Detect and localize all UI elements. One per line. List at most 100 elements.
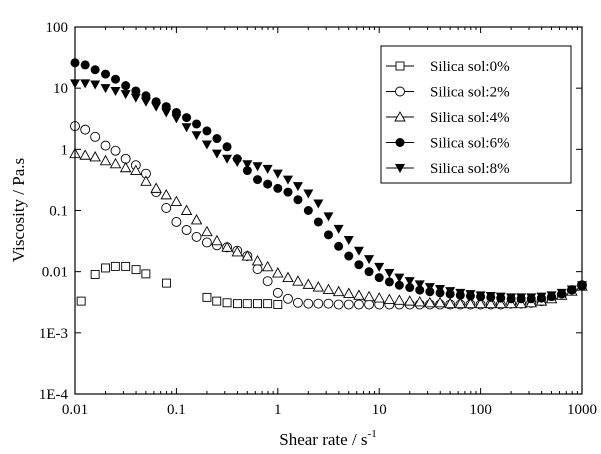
data-point — [99, 154, 112, 166]
data-point — [253, 175, 263, 185]
data-point — [89, 151, 101, 162]
data-point — [405, 283, 415, 293]
data-point — [252, 264, 263, 275]
data-point — [180, 204, 193, 215]
data-point — [242, 166, 252, 176]
data-point — [100, 140, 111, 151]
data-point — [506, 293, 517, 303]
data-point — [465, 290, 476, 300]
data-point — [211, 149, 222, 159]
data-point — [76, 296, 86, 306]
data-point — [494, 297, 507, 309]
legend-label: Silica sol:6% — [430, 136, 510, 152]
data-point — [90, 80, 101, 90]
data-point — [313, 217, 323, 227]
data-point — [191, 231, 202, 242]
data-point — [353, 289, 365, 300]
data-point — [455, 288, 466, 298]
data-point — [212, 134, 222, 144]
y-tick-label: 10 — [53, 81, 68, 97]
legend-label: Silica sol:2% — [430, 85, 510, 101]
data-point — [262, 164, 273, 174]
x-axis-label-exponent: -1 — [368, 428, 377, 440]
data-point — [334, 241, 344, 251]
data-point — [141, 269, 151, 279]
data-point — [80, 124, 91, 135]
data-point — [120, 90, 131, 100]
data-point — [222, 142, 232, 152]
data-point — [343, 299, 354, 310]
data-point — [140, 97, 151, 107]
data-point — [313, 298, 324, 309]
data-point — [273, 183, 283, 193]
data-point — [322, 283, 335, 295]
data-point — [101, 263, 110, 273]
data-point — [444, 297, 456, 309]
data-point — [100, 84, 111, 94]
data-point — [222, 154, 233, 164]
data-point — [121, 81, 131, 91]
data-point — [201, 140, 212, 150]
data-point — [231, 246, 243, 257]
data-point — [232, 158, 243, 168]
data-point — [171, 114, 182, 124]
data-point — [556, 288, 567, 298]
data-point — [272, 169, 283, 179]
data-point — [283, 293, 293, 304]
data-point — [161, 108, 172, 118]
data-point — [242, 299, 252, 309]
data-point — [170, 195, 183, 207]
y-tick-label: 0.01 — [42, 265, 68, 281]
data-point — [303, 189, 314, 199]
data-point — [80, 79, 91, 89]
axis-ticks: 0.01 0.1 1 10 100 1000 1E-4 1E-3 0.01 0.1 1 10 100 — [39, 20, 597, 418]
data-point — [202, 126, 212, 136]
x-axis-label: Shear rate / s-1 — [279, 428, 376, 449]
legend-marker — [395, 138, 405, 147]
y-tick-label: 0.1 — [49, 204, 68, 220]
data-marks — [69, 58, 588, 310]
data-point — [364, 299, 374, 310]
x-tick-label: 0.1 — [167, 402, 186, 418]
x-tick-label: 1000 — [567, 402, 597, 418]
series-5 — [70, 79, 587, 303]
data-point — [242, 160, 253, 170]
data-point — [303, 206, 313, 215]
data-point — [374, 273, 384, 283]
data-point — [434, 296, 446, 308]
data-point — [161, 203, 172, 213]
y-axis-label: Viscosity / Pa.s — [9, 158, 28, 262]
data-point — [292, 275, 304, 286]
data-point — [415, 285, 425, 295]
data-point — [110, 86, 121, 96]
data-point — [526, 293, 537, 303]
legend: Silica sol:0% Silica sol:2% Silica sol:4% S… — [380, 45, 572, 184]
legend-item-1: Silica sol:0% — [386, 59, 510, 75]
x-tick-label: 10 — [372, 402, 387, 418]
data-point — [332, 285, 345, 297]
x-tick-label: 0.01 — [62, 402, 88, 418]
x-tick-label: 1 — [274, 402, 282, 418]
y-tick-label: 100 — [46, 20, 69, 36]
data-point — [313, 199, 324, 209]
legend-item-3: Silica sol:4% — [386, 110, 510, 126]
data-point — [424, 283, 435, 293]
legend-item-4: Silica sol:6% — [386, 136, 510, 152]
data-point — [202, 292, 212, 302]
data-point — [121, 261, 131, 271]
data-point — [474, 297, 487, 309]
data-point — [171, 216, 182, 227]
data-point — [90, 131, 101, 142]
data-point — [273, 300, 283, 309]
data-point — [212, 296, 222, 306]
data-point — [485, 297, 497, 309]
data-point — [90, 270, 100, 279]
legend-marker — [394, 111, 406, 122]
data-point — [191, 131, 202, 141]
data-point — [546, 291, 557, 301]
data-point — [384, 277, 394, 287]
data-point — [110, 261, 120, 271]
data-point — [394, 280, 404, 290]
data-point — [201, 225, 213, 237]
